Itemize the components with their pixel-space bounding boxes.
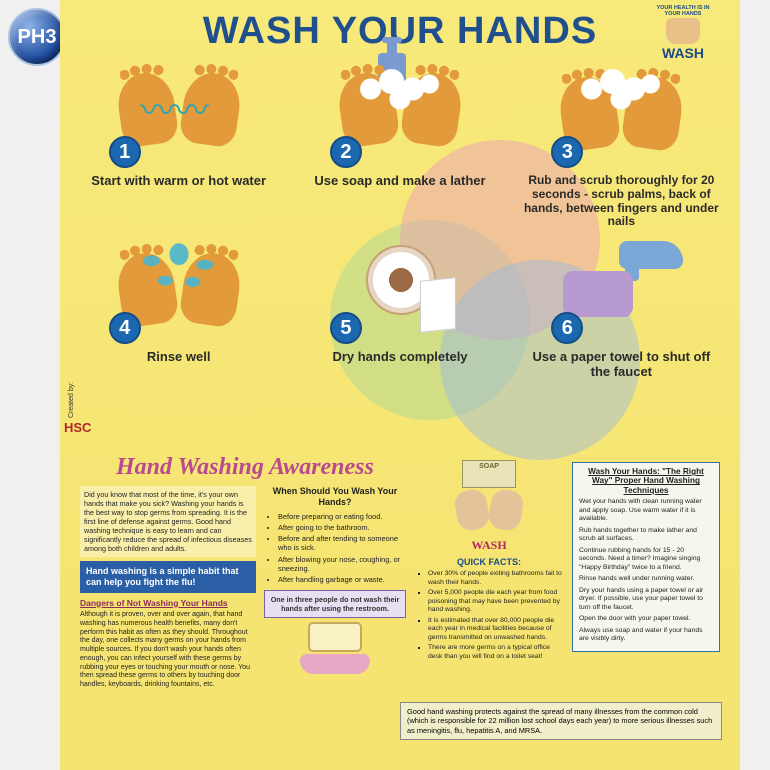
poster-title: WASH YOUR HANDS	[74, 10, 726, 53]
wash-hands-illustration	[452, 490, 526, 538]
list-item: Over 30% of people exiting bathrooms fai…	[428, 570, 564, 587]
step-1-illustration: 〰〰 1	[99, 59, 259, 164]
step-2: 2 Use soap and make a lather	[295, 59, 504, 229]
list-item: Wet your hands with clean running water …	[579, 498, 713, 523]
step-number: 2	[330, 136, 362, 168]
list-item: After handling garbage or waste.	[278, 575, 406, 584]
hsc-logo-text: HSC	[64, 420, 91, 435]
steps-grid: 〰〰 1 Start with warm or hot water 2 Use …	[74, 59, 726, 380]
water-splash-icon: 〰〰	[141, 83, 209, 132]
wash-script-label: WASH	[414, 538, 564, 553]
mirror-icon	[308, 622, 362, 652]
awareness-title: Hand Washing Awareness	[116, 454, 374, 481]
step-caption: Use soap and make a lather	[295, 174, 504, 189]
stat-box: One in three people do not wash their ha…	[264, 590, 406, 618]
created-by-label: Created by:	[68, 382, 75, 418]
step-caption: Rub and scrub thoroughly for 20 seconds …	[517, 174, 726, 229]
towel-hand-icon	[563, 271, 633, 317]
blue-callout: Hand washing is a simple habit that can …	[80, 561, 256, 593]
bottom-info-section: Hand Washing Awareness Did you know that…	[76, 458, 728, 758]
list-item: There are more germs on a typical office…	[428, 644, 564, 661]
soap-bar-icon: SOAP	[462, 460, 516, 488]
step-4-illustration: 4	[99, 235, 259, 340]
column-3: SOAP WASH QUICK FACTS: Over 30% of peopl…	[414, 460, 564, 663]
sink-illustration	[290, 622, 380, 678]
step-2-illustration: 2	[320, 59, 480, 164]
step-caption: Use a paper towel to shut off the faucet	[517, 350, 726, 380]
step-5: 5 Dry hands completely	[295, 235, 504, 380]
when-list: Before preparing or eating food. After g…	[264, 512, 406, 585]
step-6-illustration: 6	[541, 235, 701, 340]
step-number: 6	[551, 312, 583, 344]
quickfacts-list: Over 30% of people exiting bathrooms fai…	[414, 570, 564, 661]
right-way-header: Wash Your Hands: "The Right Way" Proper …	[579, 467, 713, 495]
list-item: Rub hands together to make lather and sc…	[579, 527, 713, 544]
right-way-box: Wash Your Hands: "The Right Way" Proper …	[572, 462, 720, 652]
footer-summary-box: Good hand washing protects against the s…	[400, 702, 722, 740]
step-1: 〰〰 1 Start with warm or hot water	[74, 59, 283, 229]
faucet-icon	[619, 241, 683, 269]
hand-icon	[487, 488, 525, 533]
step-caption: Rinse well	[74, 350, 283, 365]
list-item: It is estimated that over 80,000 people …	[428, 617, 564, 642]
step-caption: Dry hands completely	[295, 350, 504, 365]
step-caption: Start with warm or hot water	[74, 174, 283, 189]
column-2: When Should You Wash Your Hands? Before …	[264, 486, 406, 678]
step-6: 6 Use a paper towel to shut off the fauc…	[517, 235, 726, 380]
paper-towel-sheet-icon	[420, 277, 456, 333]
dangers-heading: Dangers of Not Washing Your Hands	[80, 598, 256, 609]
wash-logo: YOUR HEALTH IS IN YOUR HANDS WASH	[648, 6, 718, 61]
list-item: Over 5,000 people die each year from foo…	[428, 589, 564, 614]
step-3: 3 Rub and scrub thoroughly for 20 second…	[517, 59, 726, 229]
quickfacts-title: QUICK FACTS:	[414, 557, 564, 568]
logo-arc-text: YOUR HEALTH IS IN YOUR HANDS	[648, 6, 718, 17]
step-number: 4	[109, 312, 141, 344]
column-1: Did you know that most of the time, it's…	[80, 486, 256, 690]
basin-icon	[300, 654, 370, 674]
list-item: After going to the bathroom.	[278, 523, 406, 532]
list-item: Continue rubbing hands for 15 - 20 secon…	[579, 547, 713, 572]
list-item: Open the door with your paper towel.	[579, 615, 713, 623]
list-item: Before and after tending to someone who …	[278, 534, 406, 553]
step-number: 3	[551, 136, 583, 168]
foam-icon	[358, 69, 442, 119]
list-item: Rinse hands well under running water.	[579, 575, 713, 583]
hand-icon	[453, 488, 491, 533]
column-4: Wash Your Hands: "The Right Way" Proper …	[572, 462, 720, 652]
water-icon	[133, 241, 225, 307]
step-number: 1	[109, 136, 141, 168]
list-item: Dry your hands using a paper towel or ai…	[579, 587, 713, 612]
list-item: Always use soap and water if your hands …	[579, 627, 713, 644]
foam-icon	[579, 69, 663, 119]
step-5-illustration: 5	[320, 235, 480, 340]
when-title: When Should You Wash Your Hands?	[264, 486, 406, 509]
list-item: After blowing your nose, coughing, or sn…	[278, 555, 406, 574]
step-number: 5	[330, 312, 362, 344]
step-4: 4 Rinse well	[74, 235, 283, 380]
list-item: Before preparing or eating food.	[278, 512, 406, 521]
step-3-illustration: 3	[541, 59, 701, 164]
code-badge: PH3	[8, 8, 66, 66]
dangers-body: Although it is proven, over and over aga…	[80, 611, 256, 690]
intro-text: Did you know that most of the time, it's…	[80, 486, 256, 557]
hands-icon	[666, 18, 700, 44]
